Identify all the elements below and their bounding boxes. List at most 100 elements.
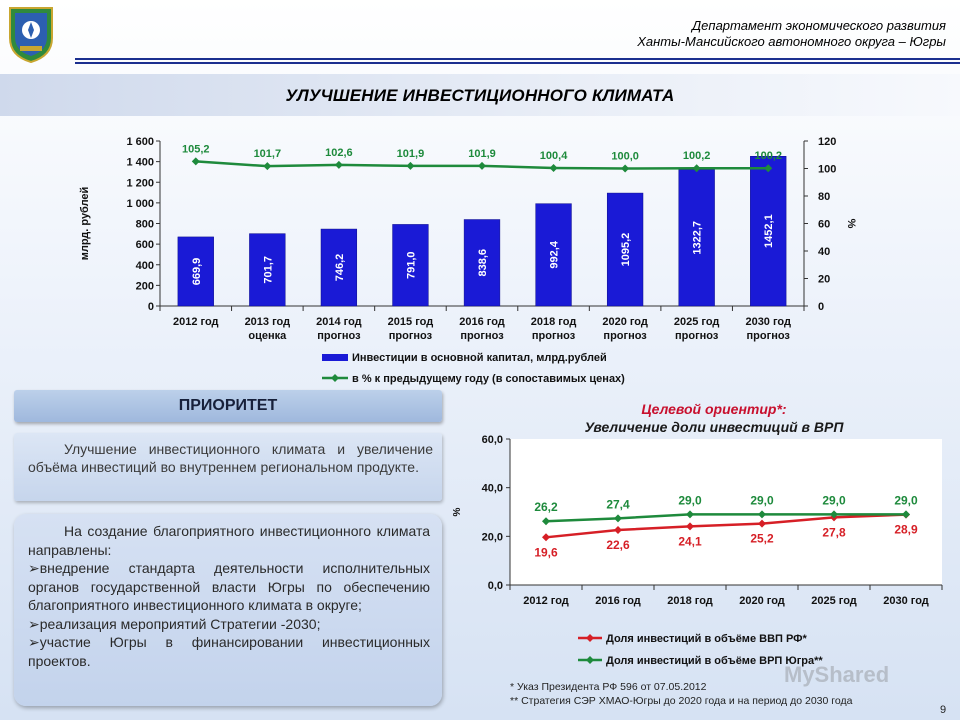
- arrow-bullet-icon: ➢: [28, 634, 40, 650]
- y-tick-label-right: 0: [818, 301, 824, 313]
- x-tick-label: прогноз: [675, 330, 719, 342]
- department-header: Департамент экономического развития Хант…: [637, 18, 946, 50]
- legend-bar-swatch: [322, 354, 348, 361]
- red-series-value-label: 19,6: [534, 545, 558, 559]
- x-tick-label: 2020 год: [739, 595, 785, 607]
- measure-item: ➢участие Югры в финансировании инвестици…: [28, 633, 430, 670]
- y-tick-label-left: 0: [148, 301, 154, 313]
- y-tick-label-right: 80: [818, 191, 830, 203]
- red-series-point: [686, 522, 694, 531]
- growth-value-label: 102,6: [325, 147, 353, 159]
- investment-chart: 0 200 400 600 800 1 000 1 200 1 400 1 600 0 20 40 60…: [79, 136, 857, 385]
- green-series-value-label: 27,4: [606, 497, 630, 511]
- growth-value-label: 100,0: [611, 151, 639, 163]
- legend-bar-label: Инвестиции в основной капитал, млрд.рубл…: [352, 352, 607, 364]
- title-band: [0, 74, 960, 116]
- y-tick-label: 60,0: [482, 434, 503, 446]
- x-tick-label: 2018 год: [531, 316, 577, 328]
- bar-value-label: 838,6: [477, 249, 489, 277]
- legend-line-marker: [331, 374, 339, 382]
- red-series-line: [545, 513, 907, 539]
- green-series-point: [614, 514, 622, 523]
- red-series-point: [758, 519, 766, 528]
- x-tick-label: оценка: [248, 330, 287, 342]
- plot-area: [510, 439, 942, 585]
- page-number: 9: [940, 704, 947, 716]
- green-series-value-label: 29,0: [894, 493, 918, 507]
- growth-value-label: 100,4: [540, 150, 568, 162]
- legend-red-marker: [586, 634, 594, 642]
- x-tick-label: 2020 год: [602, 316, 648, 328]
- y-tick-label-right: 120: [818, 136, 836, 148]
- x-tick-label: 2030 год: [883, 595, 929, 607]
- y-tick-label-left: 1 600: [126, 136, 154, 148]
- growth-value-label: 101,7: [254, 148, 282, 160]
- watermark: MyShared: [784, 662, 890, 687]
- y-tick-label-left: 1 400: [126, 157, 154, 169]
- red-series-value-label: 27,8: [822, 525, 846, 539]
- x-tick-label: прогноз: [317, 330, 361, 342]
- y-tick-label: 20,0: [482, 531, 503, 543]
- y-tick-label: 0,0: [488, 580, 503, 592]
- arrow-bullet-icon: ➢: [28, 615, 40, 632]
- y-axis-label-right: %: [845, 219, 857, 229]
- x-tick-label: прогноз: [747, 330, 791, 342]
- bar: [249, 233, 286, 307]
- green-series-point: [830, 510, 838, 519]
- arrow-bullet-icon: ➢: [28, 560, 40, 576]
- growth-point: [549, 163, 558, 172]
- y-tick-label-left: 1 000: [126, 198, 154, 210]
- red-series-value-label: 24,1: [678, 534, 702, 548]
- x-tick-label: прогноз: [460, 330, 504, 342]
- measures-text: На создание благоприятного инвестиционно…: [28, 522, 430, 670]
- green-series-point: [902, 510, 910, 519]
- measures-intro: На создание благоприятного инвестиционно…: [28, 523, 430, 558]
- header-divider: [75, 58, 960, 64]
- green-series-value-label: 29,0: [750, 493, 774, 507]
- growth-point: [478, 161, 486, 170]
- x-tick-label: прогноз: [532, 330, 576, 342]
- green-series-value-label: 29,0: [678, 493, 702, 507]
- x-tick-label: прогноз: [389, 330, 433, 342]
- measure-item: ➢реализация мероприятий Стратегии -2030;: [28, 615, 430, 634]
- legend-green-marker: [586, 656, 594, 664]
- x-tick-label: 2016 год: [459, 316, 505, 328]
- legend-line-label: в % к предыдущему году (в сопоставимых ц…: [352, 373, 625, 385]
- green-series-value-label: 26,2: [534, 500, 558, 514]
- growth-value-label: 100,2: [754, 150, 782, 162]
- bar-value-label: 1095,2: [620, 233, 632, 267]
- growth-value-label: 105,2: [182, 143, 210, 155]
- growth-point: [334, 160, 343, 169]
- y-tick-label-right: 60: [818, 219, 830, 231]
- growth-point: [406, 161, 415, 170]
- x-tick-label: 2016 год: [595, 595, 641, 607]
- legend-red-label: Доля инвестиций в объёме ВВП РФ*: [606, 633, 808, 645]
- y-tick-label-left: 400: [136, 260, 154, 272]
- growth-point: [692, 164, 701, 173]
- footnote-1: * Указ Президента РФ 596 от 07.05.2012: [510, 681, 707, 693]
- x-tick-label: 2025 год: [811, 595, 857, 607]
- bar-value-label: 701,7: [262, 256, 274, 284]
- x-tick-label: 2018 год: [667, 595, 713, 607]
- y-tick-label-left: 1 200: [126, 177, 154, 189]
- priority-text-box: [14, 433, 442, 501]
- red-series-value-label: 22,6: [606, 538, 630, 552]
- x-tick-label: 2014 год: [316, 316, 362, 328]
- bar: [177, 236, 214, 307]
- green-series-point: [758, 510, 766, 519]
- growth-value-label: 101,9: [397, 148, 425, 160]
- share-chart-title-line1: Целевой ориентир*:: [641, 401, 786, 417]
- measure-item: ➢внедрение стандарта деятельности исполн…: [28, 559, 430, 615]
- measure-item-text: участие Югры в финансировании инвестицио…: [28, 634, 430, 669]
- measures-box: [14, 514, 442, 706]
- red-series-point: [614, 526, 622, 535]
- red-series-value-label: 25,2: [750, 532, 774, 546]
- measure-item-text: внедрение стандарта деятельности исполни…: [28, 560, 430, 613]
- green-series-line: [545, 513, 906, 523]
- bar-value-label: 669,9: [191, 258, 203, 286]
- growth-point: [764, 164, 773, 173]
- priority-label: ПРИОРИТЕТ: [178, 397, 278, 414]
- share-chart-title-line2: Увеличение доли инвестиций в ВРП: [585, 419, 845, 435]
- x-tick-label: 2015 год: [388, 316, 434, 328]
- growth-point: [191, 157, 200, 166]
